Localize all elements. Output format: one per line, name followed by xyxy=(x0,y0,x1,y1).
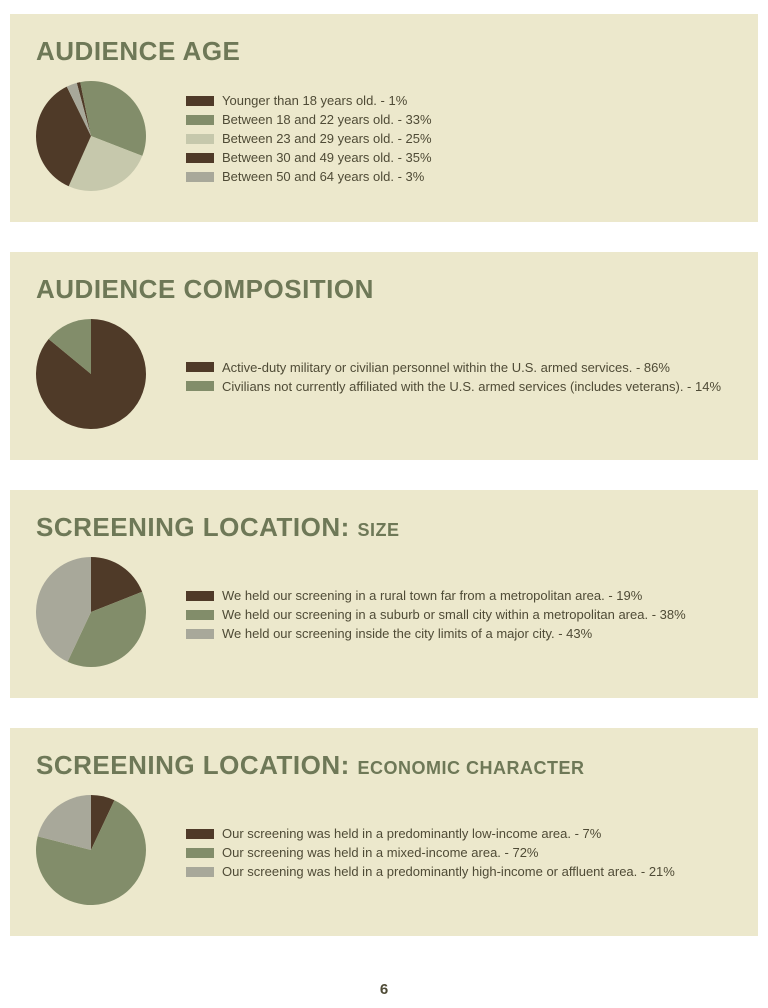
pie-wrap xyxy=(36,81,146,196)
legend-label: Our screening was held in a predominantl… xyxy=(222,864,675,879)
pie-wrap xyxy=(36,557,146,672)
legend-swatch xyxy=(186,362,214,372)
panel-body: We held our screening in a rural town fa… xyxy=(36,557,732,672)
panel: SCREENING LOCATION: SIZE We held our scre… xyxy=(10,490,758,698)
legend-label: We held our screening inside the city li… xyxy=(222,626,592,641)
legend-row: Active-duty military or civilian personn… xyxy=(186,360,732,375)
legend-label: Our screening was held in a mixed-income… xyxy=(222,845,538,860)
legend-swatch xyxy=(186,629,214,639)
panel: AUDIENCE AGE Younger than 18 years old. -… xyxy=(10,14,758,222)
panel-body: Our screening was held in a predominantl… xyxy=(36,795,732,910)
legend-label: Younger than 18 years old. - 1% xyxy=(222,93,407,108)
pie-wrap xyxy=(36,795,146,910)
legend-swatch xyxy=(186,96,214,106)
legend-row: Our screening was held in a predominantl… xyxy=(186,864,732,879)
panel-title: AUDIENCE AGE xyxy=(36,36,732,67)
legend-row: Between 30 and 49 years old. - 35% xyxy=(186,150,732,165)
legend-swatch xyxy=(186,591,214,601)
legend-row: Younger than 18 years old. - 1% xyxy=(186,93,732,108)
legend-label: Between 23 and 29 years old. - 25% xyxy=(222,131,432,146)
panel-title-main: AUDIENCE AGE xyxy=(36,36,240,66)
panel: AUDIENCE COMPOSITION Active-duty military… xyxy=(10,252,758,460)
legend-label: Between 30 and 49 years old. - 35% xyxy=(222,150,432,165)
legend-row: Between 23 and 29 years old. - 25% xyxy=(186,131,732,146)
legend-swatch xyxy=(186,829,214,839)
legend-label: Active-duty military or civilian personn… xyxy=(222,360,670,375)
panel-title-main: SCREENING LOCATION: xyxy=(36,512,350,542)
legend: We held our screening in a rural town fa… xyxy=(186,588,732,641)
pie-chart xyxy=(36,795,146,905)
panel-body: Younger than 18 years old. - 1% Between 1… xyxy=(36,81,732,196)
legend-label: Our screening was held in a predominantl… xyxy=(222,826,601,841)
panel-title-main: AUDIENCE COMPOSITION xyxy=(36,274,374,304)
legend-label: Between 18 and 22 years old. - 33% xyxy=(222,112,432,127)
legend-swatch xyxy=(186,381,214,391)
legend-label: Between 50 and 64 years old. - 3% xyxy=(222,169,424,184)
legend-row: Civilians not currently affiliated with … xyxy=(186,379,732,394)
page-number: 6 xyxy=(0,981,768,998)
panel-body: Active-duty military or civilian personn… xyxy=(36,319,732,434)
legend: Younger than 18 years old. - 1% Between 1… xyxy=(186,93,732,184)
legend-row: We held our screening in a suburb or sma… xyxy=(186,607,732,622)
legend-swatch xyxy=(186,867,214,877)
panel-title-main: SCREENING LOCATION: xyxy=(36,750,350,780)
pie-chart xyxy=(36,557,146,667)
panel-title-sub: ECONOMIC CHARACTER xyxy=(358,758,585,778)
pie-wrap xyxy=(36,319,146,434)
legend-row: Between 50 and 64 years old. - 3% xyxy=(186,169,732,184)
legend-row: We held our screening in a rural town fa… xyxy=(186,588,732,603)
pie-chart xyxy=(36,81,146,191)
legend-label: Civilians not currently affiliated with … xyxy=(222,379,721,394)
legend-label: We held our screening in a rural town fa… xyxy=(222,588,642,603)
legend: Active-duty military or civilian personn… xyxy=(186,360,732,394)
pie-chart xyxy=(36,319,146,429)
legend-swatch xyxy=(186,848,214,858)
panel-title: SCREENING LOCATION: ECONOMIC CHARACTER xyxy=(36,750,732,781)
panel-title-sub: SIZE xyxy=(358,520,400,540)
legend-row: We held our screening inside the city li… xyxy=(186,626,732,641)
legend-swatch xyxy=(186,610,214,620)
legend-swatch xyxy=(186,134,214,144)
legend-swatch xyxy=(186,115,214,125)
legend-swatch xyxy=(186,172,214,182)
legend-label: We held our screening in a suburb or sma… xyxy=(222,607,686,622)
panel: SCREENING LOCATION: ECONOMIC CHARACTER Ou… xyxy=(10,728,758,936)
legend: Our screening was held in a predominantl… xyxy=(186,826,732,879)
legend-row: Our screening was held in a mixed-income… xyxy=(186,845,732,860)
legend-swatch xyxy=(186,153,214,163)
legend-row: Our screening was held in a predominantl… xyxy=(186,826,732,841)
legend-row: Between 18 and 22 years old. - 33% xyxy=(186,112,732,127)
panel-title: SCREENING LOCATION: SIZE xyxy=(36,512,732,543)
panel-title: AUDIENCE COMPOSITION xyxy=(36,274,732,305)
